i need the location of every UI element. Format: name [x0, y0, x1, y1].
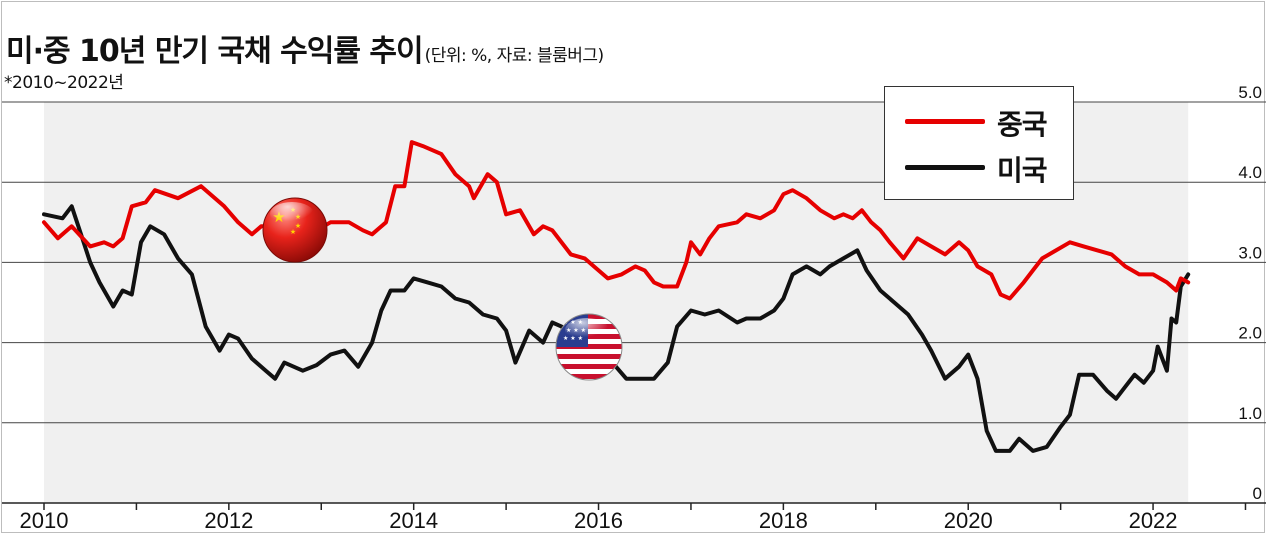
chart-legend: 중국 미국 [884, 86, 1074, 200]
chart-title: 미·중 10년 만기 국채 수익률 추이 [6, 34, 424, 69]
legend-item-china: 중국 [885, 101, 1073, 141]
legend-label-china: 중국 [997, 108, 1048, 141]
x-tick-label: 2020 [944, 508, 993, 533]
china-flag-icon: ★ ★ ★ ★ ★ [262, 197, 328, 263]
svg-text:★: ★ [295, 222, 301, 230]
legend-swatch-us [905, 165, 985, 170]
x-tick-label: 2022 [1129, 508, 1178, 533]
y-tick-label: 3.0 [1238, 243, 1262, 262]
y-tick-label: 0 [1253, 484, 1262, 503]
unit-note: (단위: %, 자료: 블룸버그) [424, 46, 605, 66]
legend-item-us: 미국 [885, 147, 1073, 187]
svg-text:★: ★ [290, 228, 296, 236]
x-tick-label: 2016 [574, 508, 623, 533]
x-tick-label: 2012 [204, 508, 253, 533]
legend-swatch-china [905, 119, 985, 124]
us-flag-icon: ★ ★ ★ ★ ★ ★ ★ ★ ★ [555, 313, 623, 381]
period-note: *2010~2022년 [4, 73, 124, 93]
y-tick-label: 5.0 [1238, 83, 1262, 102]
x-tick-label: 2014 [389, 508, 438, 533]
x-tick-label: 2018 [759, 508, 808, 533]
series-line-us [42, 204, 1191, 453]
x-tick-label: 2010 [20, 508, 69, 533]
y-tick-label: 1.0 [1238, 404, 1262, 423]
title-block: 미·중 10년 만기 국채 수익률 추이 (단위: %, 자료: 블룸버그) [6, 26, 604, 70]
y-tick-label: 4.0 [1238, 163, 1262, 182]
y-tick-label: 2.0 [1238, 324, 1262, 343]
legend-label-us: 미국 [997, 154, 1048, 187]
